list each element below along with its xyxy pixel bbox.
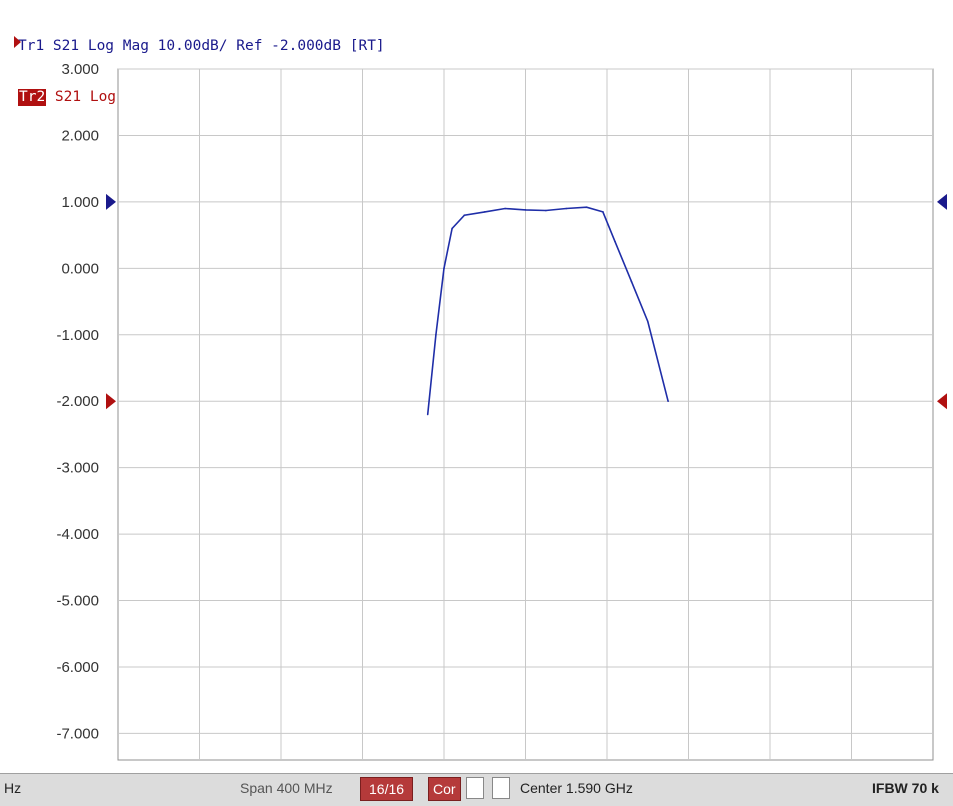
trace-point	[614, 240, 616, 243]
y-tick-label: 0.000	[61, 260, 99, 277]
trace-point	[451, 227, 453, 230]
trace2-tag: Tr2	[18, 89, 47, 106]
y-tick-label: -3.000	[56, 460, 99, 477]
trace-line	[426, 206, 669, 415]
ref-marker-right-icon	[937, 393, 947, 410]
ref-marker-left-icon	[106, 393, 116, 410]
status-bar: Hz Span 400 MHz 16/16 Cor Center 1.590 G…	[0, 773, 953, 806]
trace-point	[602, 211, 604, 213]
trace-point	[667, 400, 669, 403]
trace-point	[504, 207, 506, 210]
trace-point	[435, 333, 437, 336]
trace-point	[524, 209, 527, 211]
status-freq-fragment: Hz	[4, 780, 22, 796]
trace-point	[483, 211, 486, 213]
trace-point	[565, 207, 568, 210]
status-span[interactable]: Span 400 MHz	[240, 780, 333, 796]
status-average-count[interactable]: 16/16	[360, 777, 414, 801]
y-tick-label: 1.000	[61, 194, 99, 211]
trace-point	[630, 280, 633, 283]
trace-point	[646, 320, 649, 323]
y-tick-label: -2.000	[56, 393, 99, 410]
y-tick-label: -6.000	[56, 659, 99, 676]
y-tick-label: 2.000	[61, 127, 99, 144]
status-indicator-box[interactable]	[492, 777, 510, 799]
y-tick-label: 3.000	[61, 61, 99, 78]
trace1-label[interactable]: Tr1 S21 Log Mag 10.00dB/ Ref -2.000dB [R…	[18, 38, 385, 54]
trace-point	[426, 413, 429, 416]
status-ifbw[interactable]: IFBW 70 k	[872, 780, 939, 796]
trace-point	[585, 206, 588, 208]
status-correction[interactable]: Cor	[428, 777, 461, 801]
trace-point	[545, 209, 547, 212]
y-tick-label: -1.000	[56, 327, 99, 344]
active-trace-arrow-icon	[14, 36, 21, 48]
status-indicator-box[interactable]	[466, 777, 484, 799]
status-center-frequency[interactable]: Center 1.590 GHz	[520, 780, 633, 796]
trace-point	[463, 214, 466, 216]
ref-marker-left-icon	[106, 193, 116, 210]
y-tick-label: -4.000	[56, 526, 99, 543]
chart: 3.000 2.000 1.000 0.000 -1.000 -2.000 -3.000 -4…	[56, 61, 947, 761]
ref-marker-right-icon	[937, 193, 947, 210]
y-tick-label: -7.000	[56, 725, 99, 742]
trace-point	[443, 267, 445, 270]
y-tick-label: -5.000	[56, 593, 99, 610]
